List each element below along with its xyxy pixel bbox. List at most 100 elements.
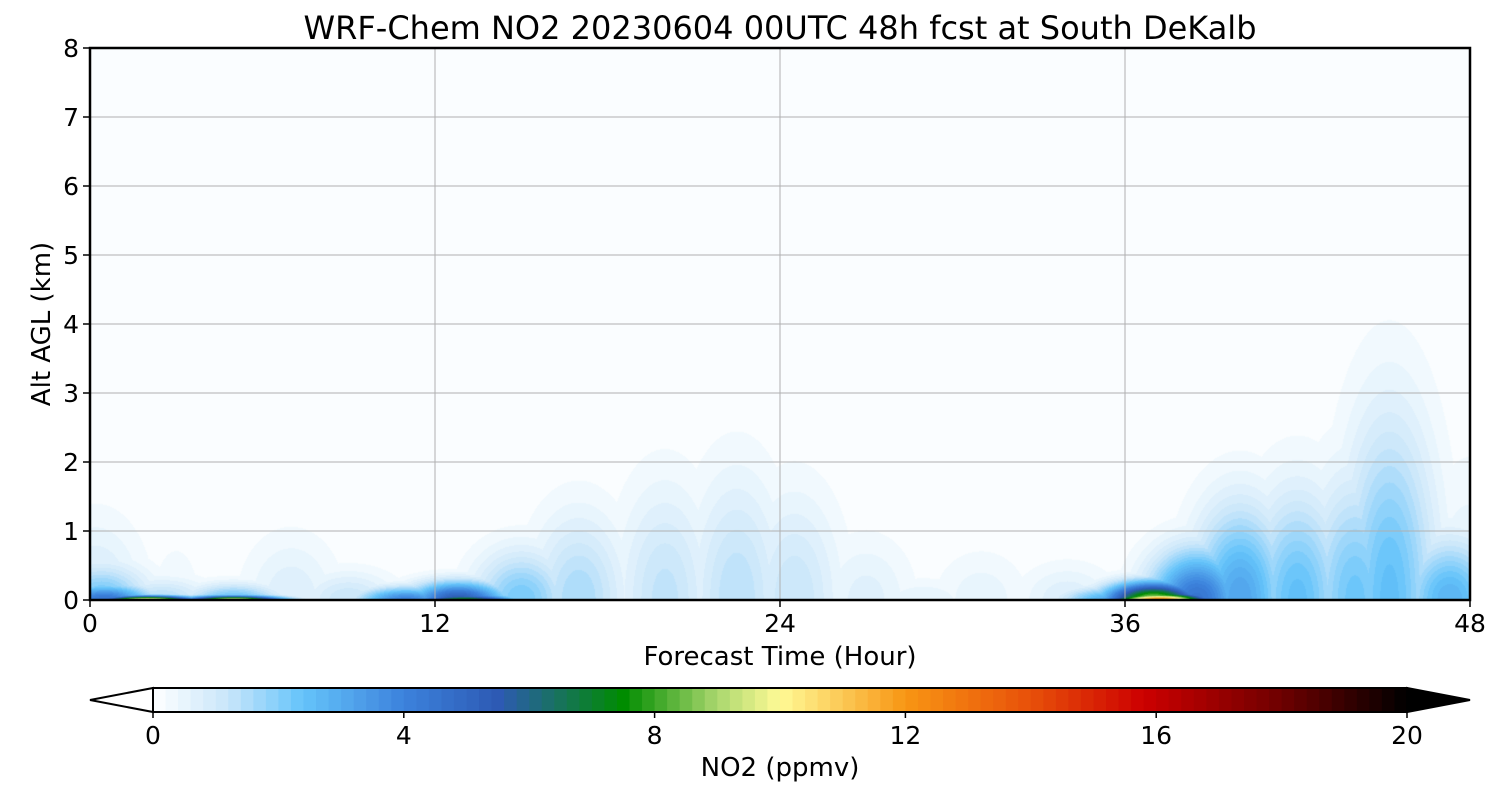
colorbar-cell <box>754 688 769 712</box>
colorbar-cells <box>153 688 1408 712</box>
y-tick-label: 8 <box>63 34 79 63</box>
colorbar-cell <box>892 688 906 712</box>
colorbar-cell <box>679 688 693 712</box>
colorbar-cell <box>842 688 856 712</box>
colorbar-cell <box>1080 688 1095 712</box>
colorbar-cell <box>265 688 279 712</box>
colorbar-cell <box>479 688 493 712</box>
colorbar-cell <box>303 688 317 712</box>
colorbar-cell <box>1118 688 1132 712</box>
colorbar-cell <box>1356 688 1370 712</box>
colorbar-cell <box>1131 688 1145 712</box>
colorbar-cell <box>491 688 505 712</box>
colorbar-cell <box>917 688 932 712</box>
colorbar-cell <box>341 688 355 712</box>
y-tick-label: 0 <box>63 586 79 615</box>
colorbar-tick-label: 0 <box>145 721 161 750</box>
y-tick-label: 7 <box>63 103 79 132</box>
colorbar-cell <box>767 688 781 712</box>
colorbar-label: NO2 (ppmv) <box>701 753 860 783</box>
colorbar-cell <box>642 688 656 712</box>
colorbar-cell <box>228 688 242 712</box>
colorbar-cell <box>1168 688 1182 712</box>
x-tick-label: 12 <box>419 609 451 638</box>
colorbar-cell <box>1269 688 1283 712</box>
colorbar-cell <box>729 688 743 712</box>
colorbar-cell <box>616 688 631 712</box>
colorbar-cell <box>1043 688 1057 712</box>
colorbar-cell <box>378 688 392 712</box>
colorbar-cell <box>629 688 643 712</box>
colorbar-cell <box>290 688 305 712</box>
colorbar-cell <box>1306 688 1320 712</box>
colorbar-cell <box>930 688 944 712</box>
colorbar-tick-label: 12 <box>889 721 921 750</box>
colorbar-cell <box>1005 688 1019 712</box>
x-tick-label: 0 <box>82 609 98 638</box>
colorbar-cell <box>1344 688 1358 712</box>
colorbar-cell <box>1106 688 1120 712</box>
y-axis-label: Alt AGL (km) <box>27 242 57 406</box>
colorbar-cell <box>391 688 405 712</box>
colorbar-extend-low <box>89 686 154 714</box>
colorbar-cell <box>1281 688 1295 712</box>
colorbar-cell <box>993 688 1007 712</box>
colorbar-cell <box>1256 688 1270 712</box>
colorbar-cell <box>203 688 217 712</box>
colorbar-cell <box>178 688 192 712</box>
y-tick-label: 3 <box>63 379 79 408</box>
colorbar-cell <box>1231 688 1245 712</box>
colorbar-cell <box>905 688 919 712</box>
colorbar-cell <box>1218 688 1233 712</box>
colorbar-cell <box>1068 688 1082 712</box>
colorbar-cell <box>591 688 606 712</box>
colorbar-cell <box>604 688 618 712</box>
colorbar-cell <box>541 688 555 712</box>
y-tick-label: 2 <box>63 448 79 477</box>
y-axis: 0 1 2 3 4 5 6 7 8 <box>63 34 90 615</box>
colorbar-cell <box>1193 688 1207 712</box>
y-tick-label: 1 <box>63 517 79 546</box>
x-tick-label: 36 <box>1109 609 1141 638</box>
colorbar-tick-label: 4 <box>396 721 412 750</box>
plot-area <box>88 46 1472 602</box>
colorbar-cell <box>1243 688 1258 712</box>
colorbar-cell <box>1319 688 1333 712</box>
colorbar-ticks: 0 4 8 12 16 20 <box>145 712 1423 750</box>
colorbar-cell <box>1156 688 1170 712</box>
colorbar-cell <box>1331 688 1345 712</box>
colorbar-cell <box>817 688 831 712</box>
y-tick-label: 4 <box>63 310 79 339</box>
colorbar-cell <box>742 688 756 712</box>
colorbar-cell <box>441 688 455 712</box>
colorbar-cell <box>316 688 330 712</box>
colorbar-cell <box>955 688 969 712</box>
colorbar-cell <box>1055 688 1070 712</box>
colorbar-extend-high <box>1406 686 1471 714</box>
colorbar-cell <box>805 688 819 712</box>
colorbar-cell <box>867 688 881 712</box>
y-tick-label: 6 <box>63 172 79 201</box>
colorbar-cell <box>215 688 229 712</box>
colorbar-cell <box>1206 688 1220 712</box>
y-tick-label: 5 <box>63 241 79 270</box>
colorbar-cell <box>830 688 844 712</box>
colorbar-cell <box>1294 688 1308 712</box>
colorbar-cell <box>1143 688 1157 712</box>
colorbar-cell <box>428 688 443 712</box>
x-axis-label: Forecast Time (Hour) <box>643 642 916 672</box>
colorbar-cell <box>1030 688 1044 712</box>
colorbar-cell <box>466 688 480 712</box>
colorbar-cell <box>529 688 543 712</box>
colorbar-cell <box>1018 688 1032 712</box>
colorbar-cell <box>366 688 380 712</box>
colorbar-cell <box>253 688 267 712</box>
colorbar-cell <box>704 688 718 712</box>
colorbar-cell <box>792 688 806 712</box>
colorbar-cell <box>654 688 668 712</box>
colorbar-cell <box>1394 688 1408 712</box>
colorbar-cell <box>968 688 982 712</box>
colorbar-cell <box>453 688 468 712</box>
colorbar-cell <box>328 688 342 712</box>
